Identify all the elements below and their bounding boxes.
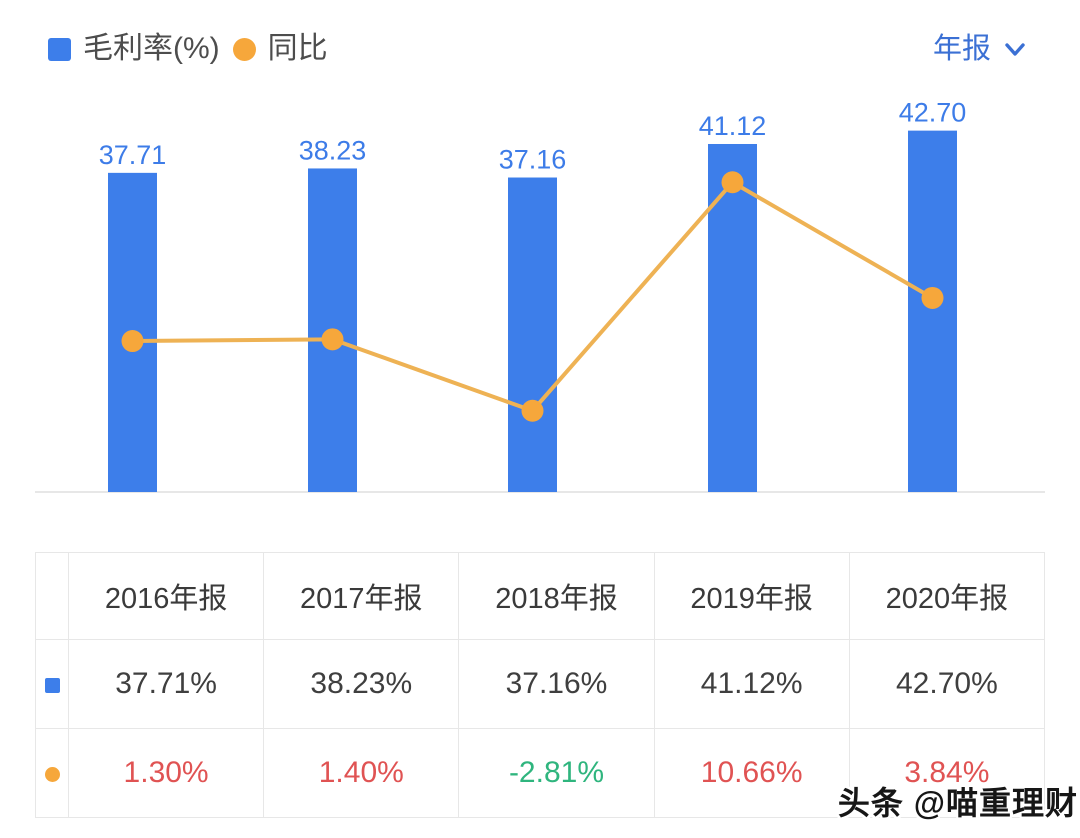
value-cell: 3.84% (848, 728, 1046, 818)
line-series-marker-icon (44, 766, 60, 782)
bar[interactable] (708, 143, 757, 493)
bar[interactable] (508, 177, 557, 492)
series-marker-cell (35, 728, 69, 818)
data-table: 2016年报 2017年报 2018年报 2019年报 2020年报 37.71% 38.… (35, 552, 1046, 818)
value-cell: 37.71% (67, 639, 265, 729)
value-cell: 1.40% (263, 728, 460, 818)
column-header: 2017年报 (263, 552, 460, 640)
value-cell: -2.81% (458, 728, 655, 818)
bar-value-label: 37.71 (99, 140, 167, 170)
line-point[interactable] (321, 328, 344, 351)
value-cell: 1.30% (67, 728, 265, 818)
bar-value-label: 37.16 (499, 145, 567, 175)
line-point[interactable] (721, 171, 744, 194)
chevron-down-icon (1005, 43, 1025, 56)
table-header-row: 2016年报 2017年报 2018年报 2019年报 2020年报 (35, 552, 1046, 640)
value-cell: 10.66% (653, 728, 850, 818)
table-row: 37.71% 38.23% 37.16% 41.12% 42.70% (35, 639, 1046, 729)
line-series-swatch-icon (232, 37, 256, 61)
legend-label-yoy: 同比 (267, 32, 328, 65)
value-cell: 37.16% (458, 639, 655, 729)
column-header: 2020年报 (848, 552, 1046, 640)
legend-item-yoy[interactable]: 同比 (232, 32, 328, 65)
legend-label-gross-margin: 毛利率(%) (83, 32, 220, 65)
bar-series-marker-icon (44, 677, 60, 693)
legend: 毛利率(%) 同比 (48, 34, 328, 64)
legend-item-gross-margin[interactable]: 毛利率(%) (48, 34, 220, 64)
corner-cell (35, 552, 69, 640)
series-marker-cell (35, 639, 69, 729)
column-header: 2016年报 (67, 552, 265, 640)
bar-value-label: 41.12 (699, 111, 767, 141)
table-row: 1.30% 1.40% -2.81% 10.66% 3.84% (35, 728, 1046, 818)
period-selector[interactable]: 年报 (933, 34, 1030, 64)
bar-value-label: 38.23 (299, 135, 367, 165)
bar-value-label: 42.70 (899, 98, 967, 128)
line-point[interactable] (921, 286, 944, 309)
line-point[interactable] (521, 399, 544, 422)
bar-series-swatch-icon (48, 37, 71, 61)
chart-header: 毛利率(%) 同比 年报 (0, 0, 1080, 80)
value-cell: 42.70% (848, 639, 1046, 729)
column-header: 2019年报 (653, 552, 850, 640)
chart-canvas: 37.71 38.23 37.16 41.12 42.70 (35, 98, 1045, 493)
column-header: 2018年报 (458, 552, 655, 640)
line-point[interactable] (121, 330, 144, 353)
bar[interactable] (908, 130, 957, 492)
value-cell: 41.12% (653, 639, 850, 729)
value-cell: 38.23% (263, 639, 460, 729)
period-selector-label: 年报 (932, 32, 991, 65)
